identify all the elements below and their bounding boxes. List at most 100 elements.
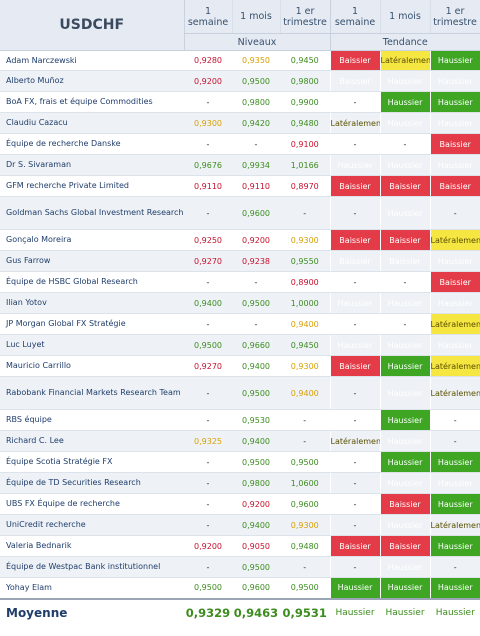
trend-cell: Baissier xyxy=(379,175,430,197)
level-cell: - xyxy=(184,493,232,515)
level-cell: 0,8900 xyxy=(280,271,330,293)
analyst-name: UBS FX Équipe de recherche xyxy=(0,493,184,515)
trend-cell: Baissier xyxy=(429,271,480,293)
trend-cell: - xyxy=(329,451,380,473)
analyst-name: GFM recherche Private Limited xyxy=(0,175,184,197)
level-cell: 0,9270 xyxy=(184,250,232,272)
level-cell: 0,9325 xyxy=(184,430,232,452)
trend-cell: Haussier xyxy=(429,535,480,557)
trend-cell: Haussier xyxy=(429,292,480,314)
trend-cell: Haussier xyxy=(429,154,480,176)
level-cell: - xyxy=(184,313,232,335)
average-level-q1: 0,9531 xyxy=(280,597,330,626)
level-cell: - xyxy=(232,133,280,155)
trend-cell: Baissier xyxy=(429,175,480,197)
level-cell: 1,0000 xyxy=(280,292,330,314)
level-cell: 0,9530 xyxy=(232,409,280,431)
trend-cell: Latéralement xyxy=(429,355,480,377)
level-cell: 0,9676 xyxy=(184,154,232,176)
level-cell: 0,9200 xyxy=(184,535,232,557)
trend-cell: Haussier xyxy=(429,250,480,272)
trend-cell: Latéralement xyxy=(379,50,430,71)
table-row: GFM recherche Private Limited 0,9110 0,911… xyxy=(0,175,480,197)
trend-cell: Haussier xyxy=(379,196,430,230)
level-cell: 0,9500 xyxy=(232,451,280,473)
trend-cell: Haussier xyxy=(429,493,480,515)
analyst-name: Dr S. Sivaraman xyxy=(0,154,184,176)
table-row: Équipe de HSBC Global Research - -0,8900- -… xyxy=(0,271,480,293)
level-cell: - xyxy=(184,514,232,536)
table-row: Gonçalo Moreira 0,9250 0,9200 0,9300 Baissie… xyxy=(0,229,480,251)
trend-cell: Baissier xyxy=(379,250,430,272)
trend-cell: Baissier xyxy=(329,535,380,557)
trend-cell: - xyxy=(329,409,380,431)
trend-cell: Haussier xyxy=(329,154,380,176)
trend-cell: Haussier xyxy=(379,472,430,494)
level-cell: 0,9400 xyxy=(232,355,280,377)
level-cell: 0,9500 xyxy=(232,376,280,410)
level-cell: 0,9480 xyxy=(280,535,330,557)
level-period-q1: 1 er trimestre xyxy=(280,0,331,34)
table-row: Claudiu Cazacu 0,9300 0,9420 0,9480 Latérale… xyxy=(0,112,480,134)
analyst-name: Claudiu Cazacu xyxy=(0,112,184,134)
trend-cell: Haussier xyxy=(379,514,430,536)
trend-group-label: Tendance xyxy=(330,33,480,51)
trend-cell: Haussier xyxy=(379,112,430,134)
analyst-name: Mauricio Carrillo xyxy=(0,355,184,377)
trend-cell: Baissier xyxy=(329,355,380,377)
trend-cell: - xyxy=(329,313,380,335)
level-cell: 0,9250 xyxy=(184,229,232,251)
trend-cell: Baissier xyxy=(379,535,430,557)
level-cell: - xyxy=(184,409,232,431)
level-cell: 0,9280 xyxy=(184,50,232,71)
level-cell: 0,9420 xyxy=(232,112,280,134)
trend-cell: - xyxy=(329,91,380,113)
trend-cell: Haussier xyxy=(429,70,480,92)
trend-cell: - xyxy=(329,472,380,494)
trend-cell: - xyxy=(429,409,480,431)
average-trend-1m: Haussier xyxy=(379,597,430,626)
level-cell: 0,9500 xyxy=(232,292,280,314)
level-cell: 0,9300 xyxy=(184,112,232,134)
trend-cell: Haussier xyxy=(329,334,380,356)
trend-cell: Baissier xyxy=(379,493,430,515)
table-row: Équipe de Westpac Bank institutionnel -0,… xyxy=(0,556,480,578)
average-trend-1w: Haussier xyxy=(329,597,380,626)
level-cell: 0,9500 xyxy=(280,451,330,473)
level-cell: - xyxy=(184,271,232,293)
table-row: JP Morgan Global FX Stratégie - -0,9400- - L… xyxy=(0,313,480,335)
trend-cell: - xyxy=(379,313,430,335)
level-cell: 0,9934 xyxy=(232,154,280,176)
analyst-name: Équipe de TD Securities Research xyxy=(0,472,184,494)
table-row: Équipe de recherche Danske - -0,9100- - Bais… xyxy=(0,133,480,155)
average-row: Moyenne 0,9329 0,9463 0,9531 Haussier Ha… xyxy=(0,597,480,626)
table-row: Luc Luyet 0,9500 0,9660 0,9450 Haussier Hauss… xyxy=(0,334,480,356)
trend-cell: - xyxy=(429,556,480,578)
level-period-1m: 1 mois xyxy=(232,0,281,34)
trend-cell: Latéralement xyxy=(429,229,480,251)
analyst-name: Richard C. Lee xyxy=(0,430,184,452)
trend-cell: Haussier xyxy=(379,556,430,578)
level-cell: 0,9300 xyxy=(280,514,330,536)
analyst-name: Rabobank Financial Markets Research Team xyxy=(0,376,184,410)
trend-cell: Haussier xyxy=(429,91,480,113)
level-cell: 0,9800 xyxy=(280,70,330,92)
level-cell: 0,9450 xyxy=(280,50,330,71)
level-cell: - xyxy=(184,556,232,578)
level-cell: 0,9480 xyxy=(280,112,330,134)
analyst-name: Gus Farrow xyxy=(0,250,184,272)
level-cell: 1,0166 xyxy=(280,154,330,176)
trend-cell: - xyxy=(379,133,430,155)
level-cell: - xyxy=(184,133,232,155)
trend-cell: Latéralement xyxy=(429,514,480,536)
level-cell: - xyxy=(280,556,330,578)
trend-cell: - xyxy=(329,271,380,293)
analyst-name: Luc Luyet xyxy=(0,334,184,356)
level-cell: 0,9660 xyxy=(232,334,280,356)
level-cell: - xyxy=(184,196,232,230)
trend-cell: Latéralement xyxy=(429,313,480,335)
level-cell: 0,9500 xyxy=(232,556,280,578)
table-row: Dr S. Sivaraman 0,9676 0,9934 1,0166 Haussie… xyxy=(0,154,480,176)
level-cell: - xyxy=(280,430,330,452)
trend-cell: Haussier xyxy=(379,409,430,431)
